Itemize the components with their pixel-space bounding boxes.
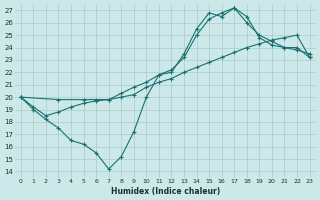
X-axis label: Humidex (Indice chaleur): Humidex (Indice chaleur) (111, 187, 220, 196)
